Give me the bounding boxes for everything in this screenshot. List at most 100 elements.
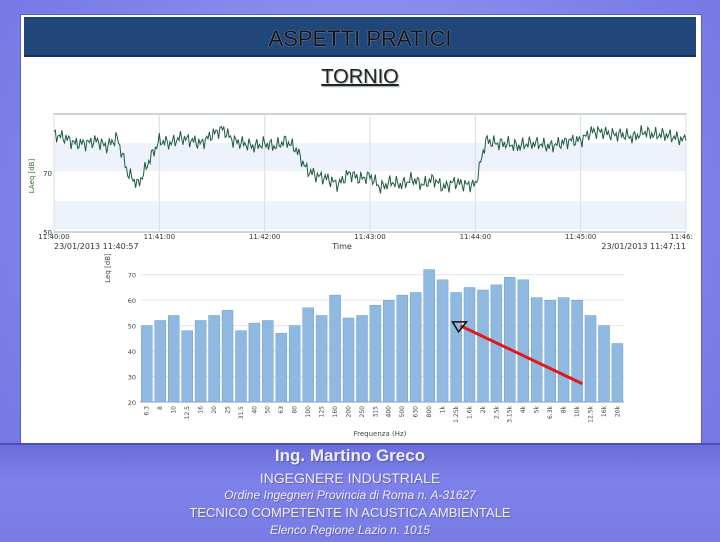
bar-400	[383, 299, 395, 403]
annotation-arrow-head	[451, 321, 469, 334]
x-tick-label: 11:42:00	[249, 233, 280, 241]
bar-20k	[611, 343, 624, 403]
bar-31.5	[235, 330, 247, 403]
x-axis-label: Frequenza (Hz)	[354, 430, 407, 438]
y-tick-label: 30	[128, 374, 136, 382]
x-tick-label: 50	[265, 406, 272, 414]
time-history-chart: 50 70 11:40:00 11:41:00 11:42:00 11:43:00 11:…	[26, 106, 702, 256]
x-tick-label: 25	[224, 406, 231, 414]
x-tick-label: 11:44:00	[460, 233, 491, 241]
bar-40	[248, 322, 261, 403]
x-tick-label: 6.3	[144, 406, 151, 416]
x-tick-label: 20k	[614, 405, 621, 417]
x-tick-label: 500	[399, 406, 406, 418]
x-tick-label: 10	[171, 406, 178, 414]
x-tick-label: 8	[157, 406, 164, 410]
time-history-svg: 50 70 11:40:00 11:41:00 11:42:00 11:43:00 11:…	[28, 113, 702, 251]
x-tick-label: 8k	[561, 405, 568, 413]
slide-subtitle: TORNIO	[321, 66, 399, 88]
series-line-laeq	[53, 125, 687, 194]
x-tick-label: 11:41:00	[144, 233, 175, 241]
end-timestamp: 23/01/2013 11:47:11	[601, 242, 686, 251]
bar-5k	[530, 297, 543, 403]
y-axis-label: Leq [dB]	[104, 254, 112, 283]
x-tick-label: 31.5	[238, 406, 245, 420]
x-tick-label: 12.5k	[587, 405, 594, 422]
bar-16k	[598, 325, 610, 403]
bar-25	[221, 310, 234, 403]
bar-200	[342, 317, 355, 403]
x-tick-label: 63	[278, 406, 285, 414]
bar-1.25k	[450, 292, 462, 403]
x-tick-label: 5k	[534, 405, 541, 413]
x-axis-label: Time	[331, 242, 352, 251]
bar-315	[369, 305, 382, 403]
x-tick-label: 11:43:00	[354, 233, 385, 241]
y-tick-label: 40	[128, 348, 136, 356]
author-qualification: TECNICO COMPETENTE IN ACUSTICA AMBIENTAL…	[189, 505, 511, 520]
spectrum-chart: 20 30 40 50 60 70 6.3 8 10 12.5 16 20 25 31.5 40 50 63 8…	[96, 253, 636, 442]
x-tick-label: 6.3k	[547, 405, 554, 419]
bar-500	[396, 294, 409, 403]
x-tick-label: 3.15k	[507, 405, 514, 422]
bar-50	[262, 320, 274, 403]
bar-6.3k	[544, 299, 556, 403]
y-axis-label: LAeq [dB]	[28, 159, 36, 194]
bar-4k	[517, 279, 530, 403]
x-tick-label: 11:45:00	[565, 233, 596, 241]
x-tick-label: 80	[292, 406, 299, 414]
bar-3.15k	[504, 277, 516, 403]
slide-title: ASPETTI PRATICI	[268, 26, 452, 51]
x-tick-label: 630	[413, 406, 420, 418]
x-tick-label: 11:46:00	[670, 233, 692, 241]
bar-100	[302, 307, 314, 403]
y-tick-label: 50	[43, 229, 52, 237]
bar-10	[167, 315, 180, 403]
bar-6.3	[141, 325, 153, 403]
x-tick-label: 800	[426, 406, 433, 418]
author-role: INGEGNERE INDUSTRIALE	[259, 470, 441, 486]
bar-1k	[436, 279, 449, 403]
bar-630	[409, 292, 422, 403]
bar-800	[423, 269, 435, 403]
author-registry: Elenco Regione Lazio n. 1015	[269, 523, 431, 537]
y-tick-label: 70	[128, 272, 136, 280]
x-tick-label: 12.5	[184, 406, 191, 420]
bar-8	[154, 320, 167, 403]
title-bar: ASPETTI PRATICI	[24, 17, 696, 57]
annotation-arrow-shaft	[459, 324, 584, 386]
y-tick-label: 70	[43, 170, 52, 178]
x-tick-label: 40	[251, 406, 258, 414]
bar-160	[329, 294, 341, 403]
x-tick-label: 200	[345, 406, 352, 418]
bar-250	[356, 315, 368, 403]
start-timestamp: 23/01/2013 11:40:57	[54, 242, 139, 251]
x-tick-label: 20	[211, 406, 218, 414]
bar-63	[275, 333, 288, 403]
x-tick-label: 1.6k	[466, 405, 473, 419]
bar-80	[288, 325, 301, 403]
x-tick-label: 1k	[440, 405, 447, 413]
bar-2k	[477, 289, 489, 403]
bar-10k	[571, 299, 583, 403]
bar-12.5k	[584, 315, 597, 403]
y-tick-label: 60	[128, 297, 136, 305]
x-tick-label: 400	[386, 406, 393, 418]
bar-20	[208, 315, 220, 403]
bar-8k	[557, 297, 570, 403]
x-tick-label: 2k	[480, 405, 487, 413]
footer	[0, 443, 720, 542]
bar-125	[315, 315, 328, 403]
bar-1.6k	[463, 287, 476, 403]
x-tick-label: 100	[305, 406, 312, 418]
x-tick-label: 16k	[601, 405, 608, 417]
x-tick-label: 160	[332, 406, 339, 418]
x-tick-label: 4k	[520, 405, 527, 413]
x-tick-label: 10k	[574, 405, 581, 417]
x-tick-label: 2.5k	[493, 405, 500, 419]
x-tick-label: 125	[319, 406, 326, 418]
y-tick-label: 20	[128, 399, 136, 407]
x-tick-label: 315	[372, 406, 379, 418]
x-tick-label: 1.25k	[453, 405, 460, 422]
x-tick-label: 11:40:00	[38, 233, 69, 241]
